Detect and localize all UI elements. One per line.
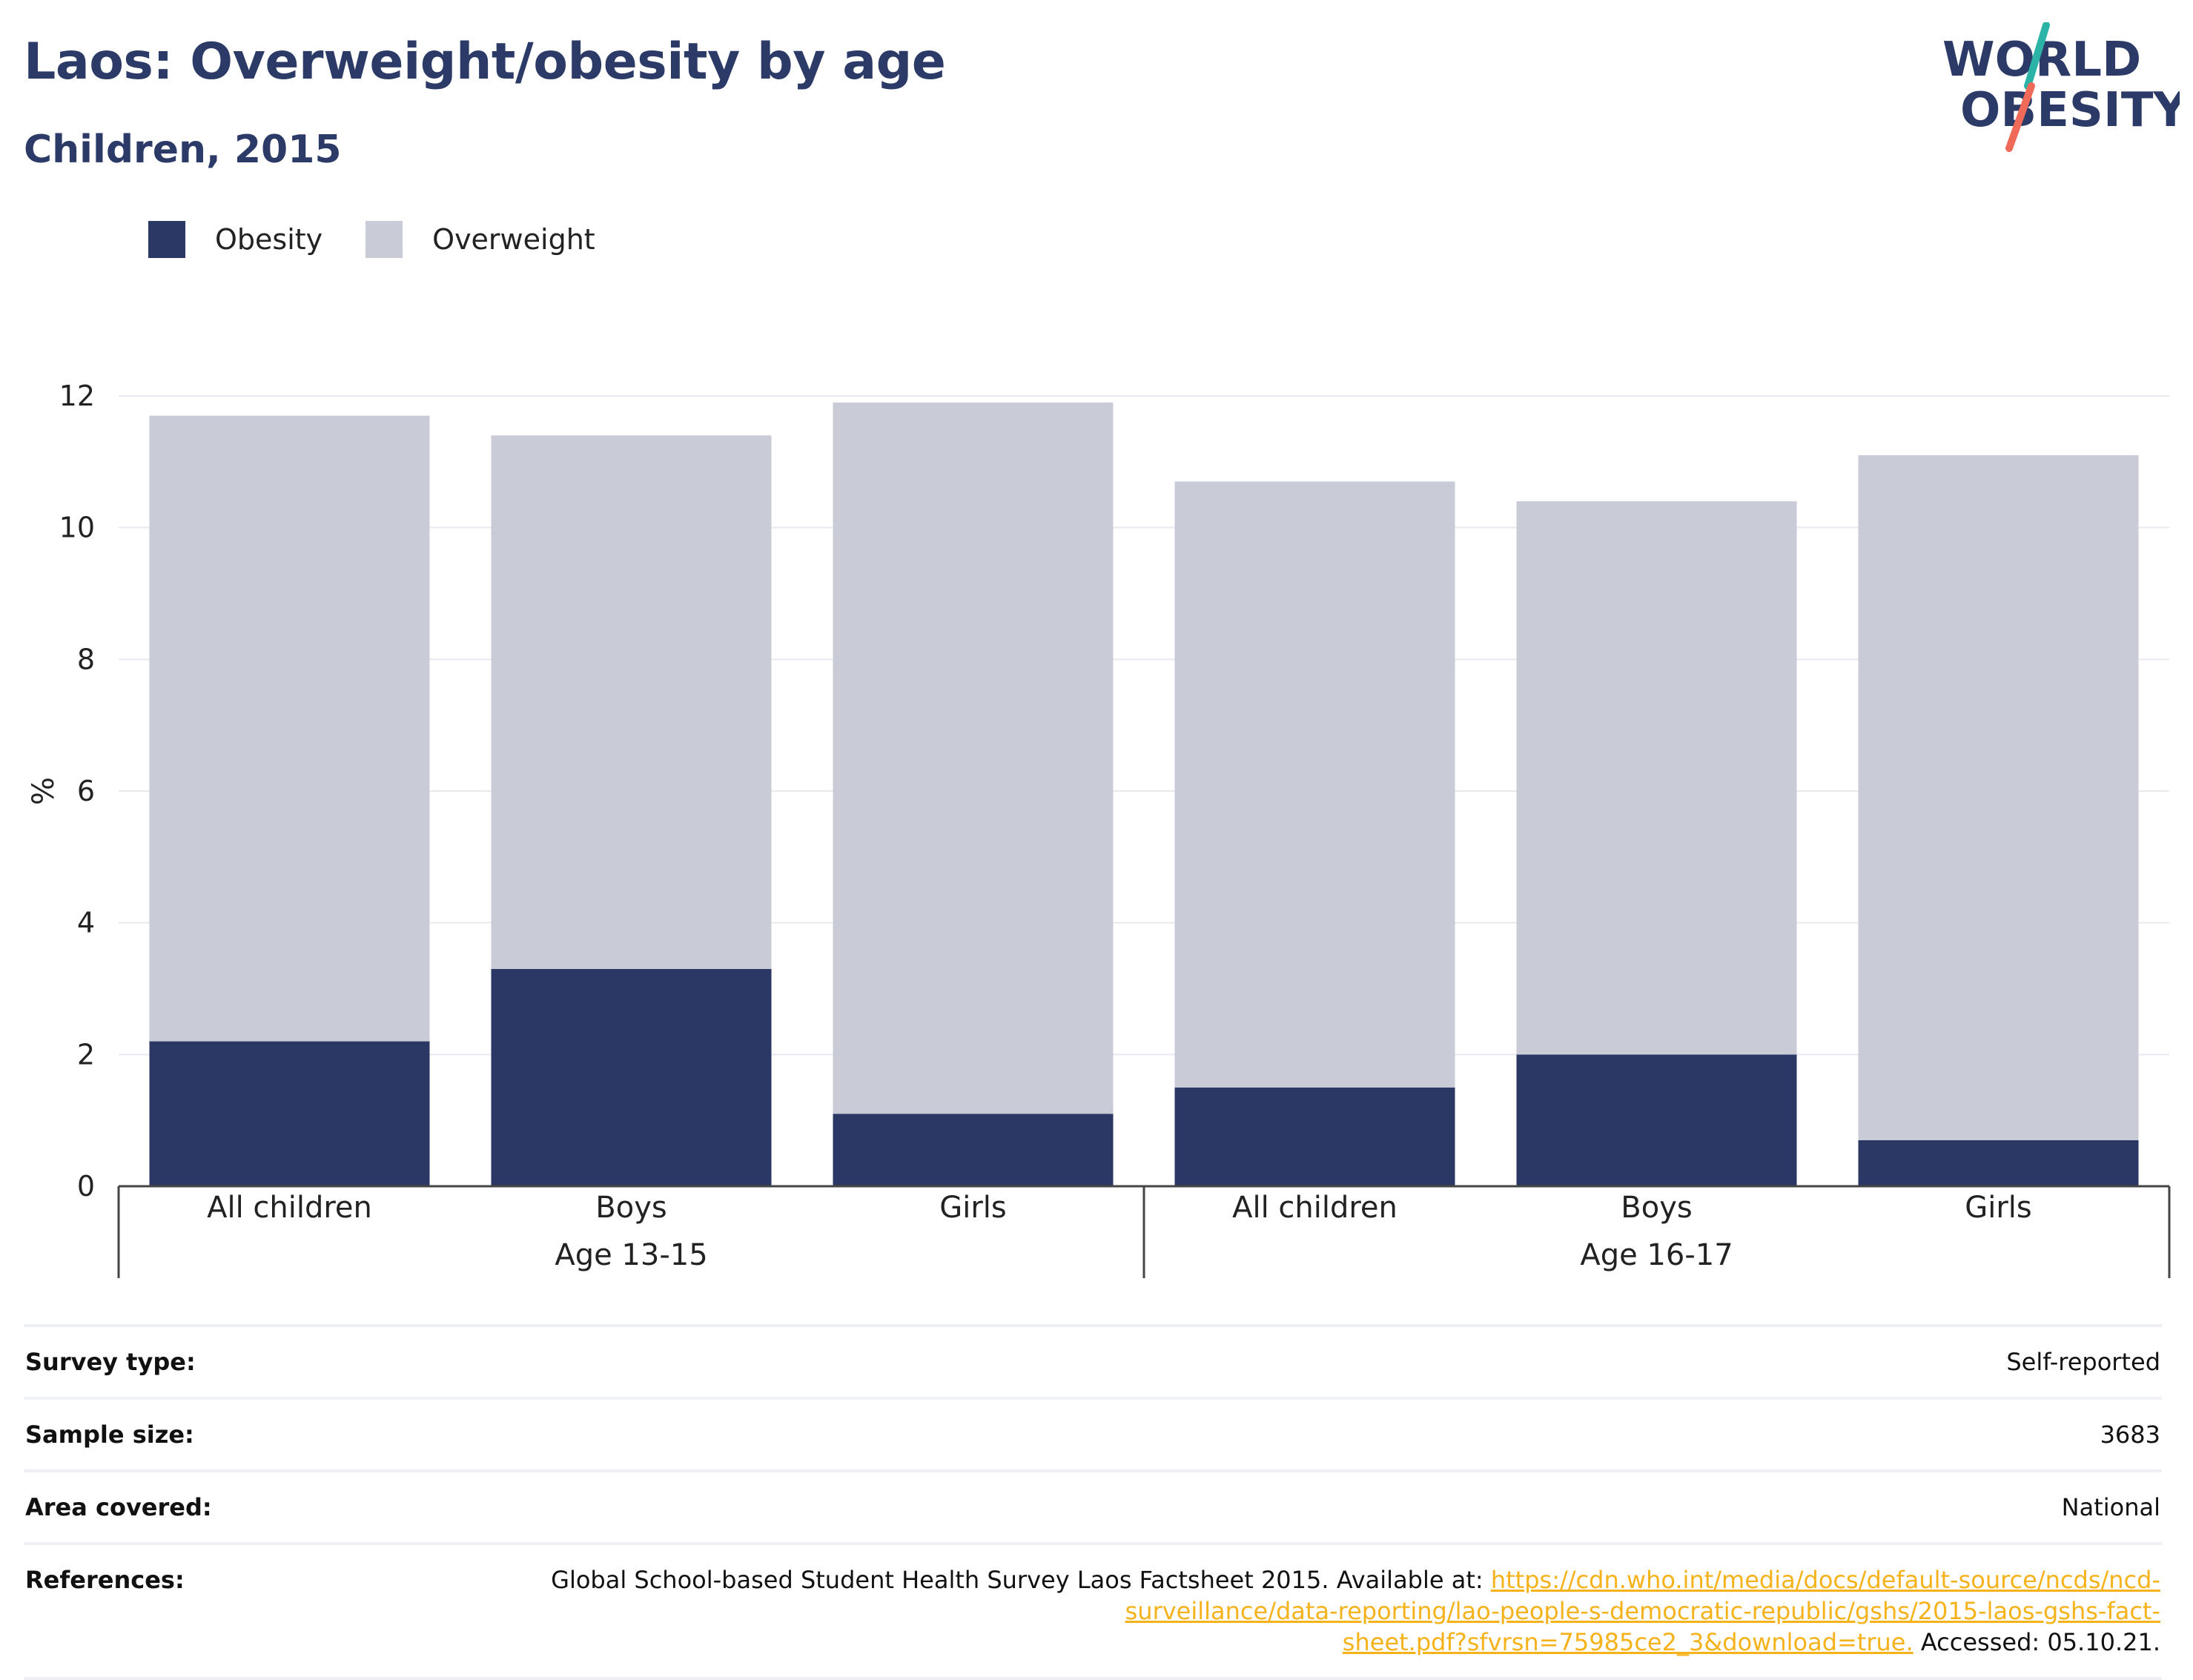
legend-item-overweight[interactable]: Overweight	[366, 221, 595, 258]
x-tick-label: Girls	[1965, 1191, 2032, 1225]
area-covered-value: National	[2061, 1493, 2160, 1521]
chart-legend: Obesity Overweight	[148, 221, 638, 258]
chart-subtitle: Children, 2015	[24, 128, 342, 172]
x-tick-label: Boys	[595, 1191, 666, 1225]
info-row-survey-type: Survey type: Self-reported	[24, 1326, 2162, 1398]
x-tick-label: Girls	[939, 1191, 1007, 1225]
y-axis-title: %	[27, 777, 61, 805]
chart-title: Laos: Overweight/obesity by age	[24, 33, 946, 91]
reference-link-part-3[interactable]: sheet.pdf?sfvrsn=75985ce2_3&download=tru…	[1342, 1628, 1914, 1656]
reference-text: Global School-based Student Health Surve…	[551, 1566, 1484, 1594]
y-tick-label: 4	[77, 907, 95, 939]
bar-obesity	[1174, 1087, 1455, 1186]
x-tick-label: Boys	[1621, 1191, 1692, 1225]
logo-slash-teal	[2024, 22, 2050, 90]
legend-label-obesity: Obesity	[215, 223, 323, 256]
reference-accessed: Accessed: 05.10.21.	[1920, 1628, 2160, 1656]
sample-size-value: 3683	[2100, 1421, 2160, 1449]
y-tick-label: 8	[77, 643, 95, 675]
x-tick-label: All children	[207, 1191, 372, 1225]
legend-swatch-obesity	[148, 221, 185, 258]
reference-link-part-2[interactable]: surveillance/data-reporting/lao-people-s…	[1125, 1597, 2160, 1625]
bar-obesity	[1858, 1140, 2139, 1186]
group-label: Age 16-17	[1580, 1238, 1733, 1272]
bar-overweight	[1858, 454, 2139, 1140]
bar-obesity	[491, 968, 772, 1186]
logo-line-2: OBESITY	[1960, 83, 2180, 138]
info-row-references: References: Global School-based Student …	[24, 1544, 2162, 1679]
bar-overweight	[1174, 481, 1455, 1088]
references-label: References:	[25, 1566, 185, 1594]
bar-overweight	[149, 415, 430, 1042]
area-covered-label: Area covered:	[25, 1493, 212, 1521]
bar-obesity	[1516, 1054, 1797, 1186]
y-tick-label: 10	[59, 512, 95, 544]
stacked-bar-chart: 0 2 4 6 8 10 12% All children Boys Girls All child…	[27, 380, 2171, 1278]
y-tick-label: 0	[77, 1170, 95, 1203]
info-row-area-covered: Area covered: National	[24, 1471, 2162, 1544]
reference-link-part-1[interactable]: https://cdn.who.int/media/docs/default-s…	[1490, 1566, 2160, 1594]
bar-overweight	[491, 435, 772, 969]
sample-size-label: Sample size:	[25, 1421, 194, 1449]
legend-swatch-overweight	[366, 221, 403, 258]
info-row-sample-size: Sample size: 3683	[24, 1398, 2162, 1471]
legend-item-obesity[interactable]: Obesity	[148, 221, 322, 258]
bar-overweight	[833, 402, 1114, 1114]
y-tick-label: 12	[59, 380, 95, 412]
logo-slash-coral	[2005, 82, 2035, 152]
bar-overweight	[1516, 501, 1797, 1055]
survey-type-value: Self-reported	[2006, 1348, 2160, 1376]
group-label: Age 13-15	[555, 1238, 707, 1272]
survey-type-label: Survey type:	[25, 1348, 196, 1376]
legend-label-overweight: Overweight	[432, 223, 595, 256]
y-tick-label: 2	[77, 1038, 95, 1071]
survey-info-table: Survey type: Self-reported Sample size: …	[24, 1324, 2162, 1680]
x-tick-label: All children	[1232, 1191, 1398, 1225]
world-obesity-logo: WORLD OBESITY	[1942, 22, 2180, 152]
bar-obesity	[149, 1041, 430, 1186]
references-value: Global School-based Student Health Surve…	[472, 1544, 2162, 1679]
bar-obesity	[833, 1114, 1114, 1186]
y-tick-label: 6	[77, 775, 95, 807]
